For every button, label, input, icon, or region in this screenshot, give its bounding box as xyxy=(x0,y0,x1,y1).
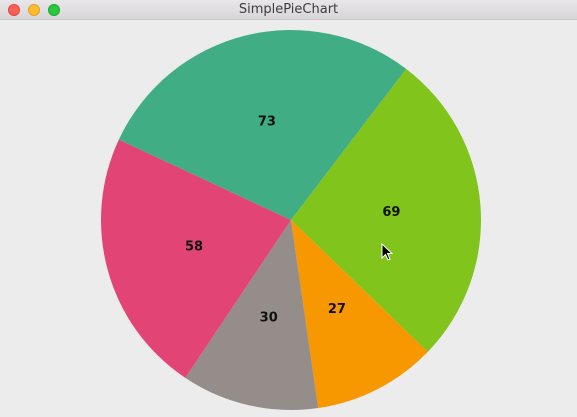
pie-slice-label: 69 xyxy=(382,205,400,220)
zoom-window-button[interactable] xyxy=(48,4,60,16)
pie-slice-label: 30 xyxy=(260,311,278,326)
arrow-cursor-icon xyxy=(381,243,393,261)
pie-slice[interactable] xyxy=(291,220,428,409)
pie-slice[interactable] xyxy=(291,68,482,352)
pie-slice-label: 58 xyxy=(185,240,203,255)
pie-slices xyxy=(101,30,482,410)
pie-slice[interactable] xyxy=(185,220,319,410)
pie-slice-label: 73 xyxy=(258,115,276,130)
close-window-button[interactable] xyxy=(8,4,20,16)
minimize-window-button[interactable] xyxy=(28,4,40,16)
window-title: SimplePieChart xyxy=(238,2,339,17)
title-bar[interactable]: SimplePieChart xyxy=(0,0,577,20)
pie-chart: 69 27 30 58 73 xyxy=(101,30,482,410)
pie-slice[interactable] xyxy=(118,30,407,221)
pie-slice[interactable] xyxy=(101,139,291,378)
pie-labels: 69 27 30 58 73 xyxy=(185,115,401,326)
pie-slice-label: 27 xyxy=(328,302,346,317)
